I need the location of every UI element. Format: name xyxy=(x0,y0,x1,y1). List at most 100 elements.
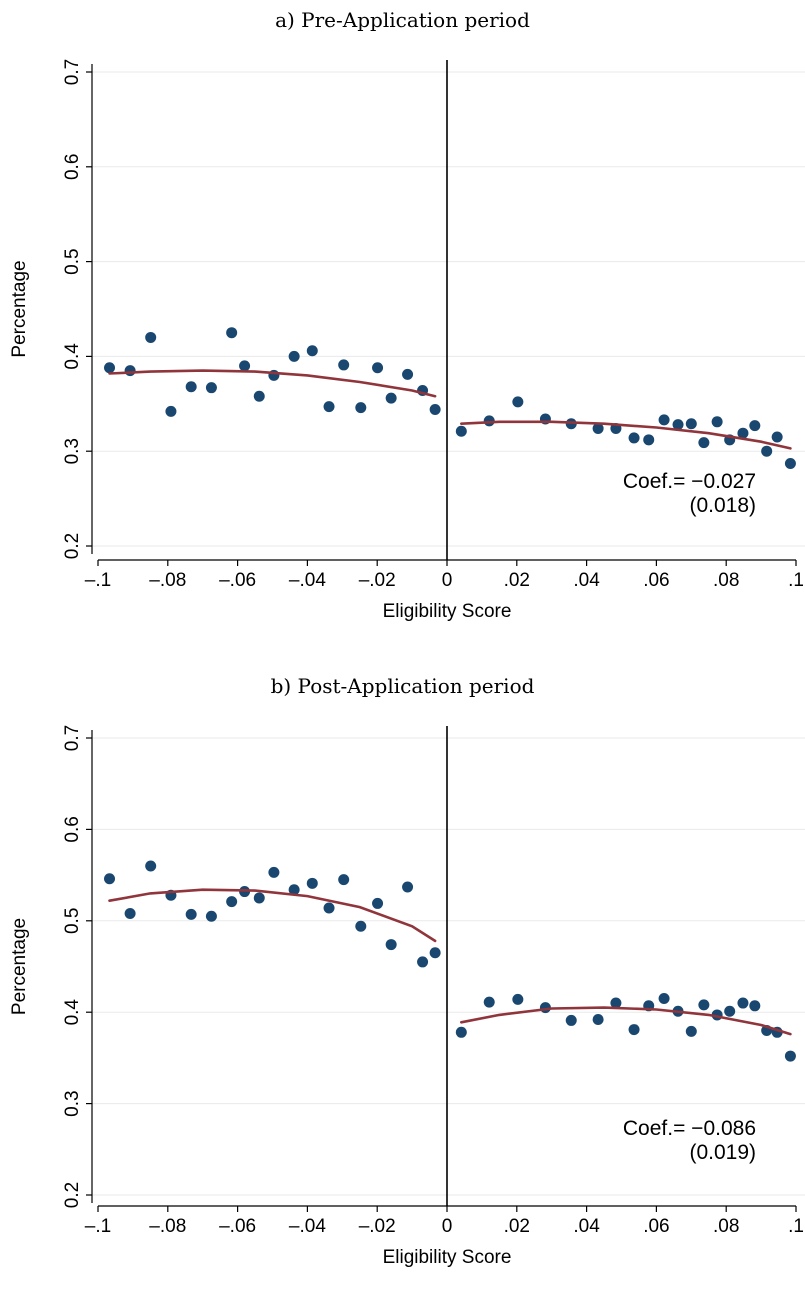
data-point xyxy=(145,331,157,343)
data-point xyxy=(268,866,280,878)
data-point xyxy=(165,405,177,417)
data-point xyxy=(658,992,670,1004)
y-tick-label: 0.4 xyxy=(62,999,83,1026)
data-point xyxy=(761,445,773,457)
data-point xyxy=(771,431,783,443)
data-point xyxy=(402,881,414,893)
data-point xyxy=(512,396,524,408)
y-tick-label: 0.3 xyxy=(62,438,83,464)
data-point xyxy=(402,368,414,380)
data-point xyxy=(658,414,670,426)
coefficient-label: Coef.= −0.027 xyxy=(623,470,756,493)
panel-a-title: a) Pre-Application period xyxy=(275,8,530,32)
x-tick-label: –.06 xyxy=(219,570,256,591)
y-axis-title: Percentage xyxy=(9,918,30,1015)
data-point xyxy=(226,327,238,339)
x-tick-label: 0 xyxy=(442,570,453,591)
y-tick-label: 0.6 xyxy=(62,816,83,842)
y-tick-label: 0.5 xyxy=(62,908,83,934)
data-point xyxy=(239,360,251,372)
x-tick-label: –.04 xyxy=(289,1216,326,1237)
data-point xyxy=(429,403,441,415)
x-tick-label: .04 xyxy=(573,570,600,591)
standard-error-label: (0.018) xyxy=(689,494,756,517)
x-tick-label: –.08 xyxy=(149,1216,186,1237)
data-point xyxy=(288,350,300,362)
data-point xyxy=(323,401,335,413)
data-point xyxy=(483,996,495,1008)
x-tick-label: –.08 xyxy=(149,570,186,591)
data-point xyxy=(749,1000,761,1012)
x-tick-label: –.04 xyxy=(289,570,326,591)
data-point xyxy=(226,896,238,908)
data-point xyxy=(338,874,350,886)
data-point xyxy=(385,939,397,951)
fit-curve-right xyxy=(460,420,792,450)
data-point xyxy=(185,381,197,393)
y-tick-label: 0.2 xyxy=(62,533,83,559)
data-point xyxy=(205,382,217,394)
data-point xyxy=(104,362,116,374)
data-point xyxy=(323,902,335,914)
data-point xyxy=(372,897,384,909)
y-tick-label: 0.7 xyxy=(62,59,83,85)
data-point xyxy=(104,873,116,885)
data-point xyxy=(372,362,384,374)
data-point xyxy=(711,416,723,428)
x-tick-label: –.1 xyxy=(85,570,111,591)
data-point xyxy=(610,997,622,1009)
fit-curve-left xyxy=(108,369,437,398)
data-point xyxy=(429,947,441,959)
x-tick-label: .1 xyxy=(788,1216,804,1237)
data-point xyxy=(685,1025,697,1037)
data-point xyxy=(205,910,217,922)
data-point xyxy=(784,1050,796,1062)
data-point xyxy=(455,1026,467,1038)
data-point xyxy=(455,425,467,437)
panel-a-chart: 0.2 0.3 0.4 0.5 0.6 0.7 –.1 –.08 –.06 –.04 –.02 0 .0… xyxy=(9,59,805,622)
data-point xyxy=(737,427,749,439)
data-point xyxy=(338,359,350,371)
data-point xyxy=(592,422,604,434)
y-tick-label: 0.3 xyxy=(62,1090,83,1116)
fit-curve-right xyxy=(460,1006,792,1036)
x-tick-label: –.1 xyxy=(85,1216,111,1237)
data-point xyxy=(306,345,318,357)
data-point xyxy=(592,1014,604,1026)
data-point xyxy=(685,418,697,430)
data-point xyxy=(253,390,265,402)
data-point xyxy=(698,437,710,449)
data-point xyxy=(253,892,265,904)
x-tick-label: .02 xyxy=(504,1216,530,1237)
x-tick-label: .1 xyxy=(788,570,804,591)
data-point xyxy=(672,419,684,431)
x-axis-title: Eligibility Score xyxy=(383,1247,512,1268)
x-tick-label: .08 xyxy=(713,1216,739,1237)
data-point xyxy=(355,402,367,414)
standard-error-label: (0.019) xyxy=(689,1141,756,1164)
data-point xyxy=(749,420,761,432)
panel-b-title: b) Post-Application period xyxy=(270,674,535,698)
data-point xyxy=(628,432,640,444)
data-point xyxy=(643,434,655,446)
data-point xyxy=(306,877,318,889)
data-point xyxy=(724,1005,736,1017)
x-tick-label: .06 xyxy=(643,570,669,591)
data-point xyxy=(145,860,157,872)
y-tick-label: 0.4 xyxy=(62,343,83,370)
y-axis-title: Percentage xyxy=(9,260,30,357)
y-tick-label: 0.2 xyxy=(62,1182,83,1208)
data-point xyxy=(124,907,136,919)
data-point xyxy=(512,993,524,1005)
data-point xyxy=(628,1024,640,1036)
x-tick-label: 0 xyxy=(442,1216,453,1237)
x-tick-label: .08 xyxy=(713,570,739,591)
data-point xyxy=(565,1014,577,1026)
x-tick-label: .06 xyxy=(643,1216,669,1237)
x-axis-title: Eligibility Score xyxy=(383,601,512,622)
x-tick-label: –.06 xyxy=(219,1216,256,1237)
data-point xyxy=(698,999,710,1011)
data-point xyxy=(385,392,397,404)
data-point xyxy=(355,920,367,932)
data-point xyxy=(417,956,429,968)
